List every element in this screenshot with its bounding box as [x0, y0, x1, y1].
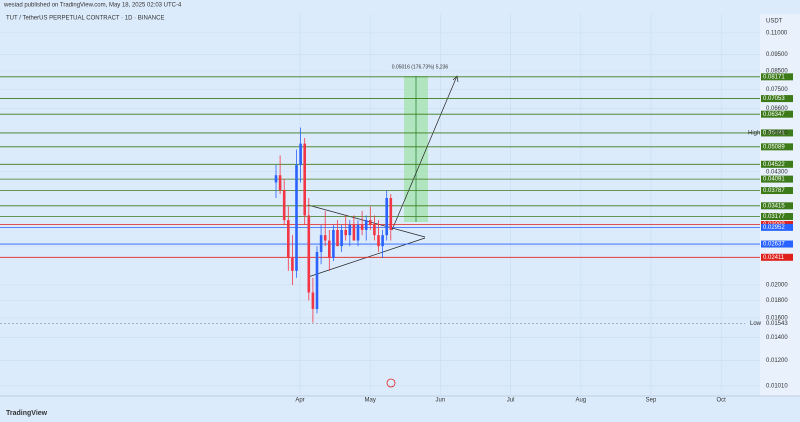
- level-label: 0.02411: [763, 255, 785, 261]
- y-tick-label: 0.01600: [766, 315, 788, 321]
- level-badge: [761, 223, 793, 231]
- candle-body: [319, 235, 323, 252]
- level-label: 0.03787: [763, 188, 785, 194]
- candle-body: [336, 229, 339, 247]
- high-label: High: [748, 130, 760, 136]
- level-badge: [761, 175, 793, 183]
- level-badge: [761, 73, 793, 81]
- candle-body: [385, 198, 388, 236]
- candle-body: [303, 143, 306, 216]
- level-label: 0.02952: [763, 225, 785, 231]
- brand: TradingView: [6, 410, 48, 417]
- candle-body: [364, 220, 368, 230]
- candle-body: [295, 165, 298, 271]
- candle-body: [352, 224, 356, 241]
- candle-body: [287, 220, 290, 258]
- measure-label: 0.05016 (176.73%) 5,236: [392, 64, 449, 70]
- x-tick-label: Jun: [436, 398, 446, 404]
- x-tick-label: Apr: [295, 398, 304, 404]
- candle-body: [360, 224, 364, 230]
- level-badge: [761, 253, 793, 261]
- level-label: 0.03177: [763, 214, 785, 220]
- high-value: 0.05600: [766, 130, 788, 136]
- y-tick-label: 0.02000: [766, 283, 788, 289]
- level-badge: [761, 202, 793, 210]
- grid: [0, 14, 760, 395]
- candle-body: [291, 257, 294, 271]
- candle-body: [323, 235, 327, 241]
- level-label: 0.08171: [763, 74, 785, 80]
- y-tick-label: 0.08500: [766, 69, 788, 75]
- x-tick-label: Aug: [575, 398, 586, 404]
- published-text: wesiad published on TradingView.com, May…: [3, 3, 182, 9]
- y-tick-label: 0.07500: [766, 87, 788, 93]
- level-badge: [761, 213, 793, 221]
- level-badge: [761, 129, 793, 137]
- level-label: 0.04522: [763, 162, 785, 168]
- y-tick-label: 0.01200: [766, 358, 788, 364]
- y-tick-label: 0.11000: [766, 30, 788, 36]
- y-tick-label: 0.04300: [766, 169, 788, 175]
- level-badge: [761, 160, 793, 168]
- candle-body: [315, 251, 319, 309]
- candle-body: [278, 175, 282, 191]
- candle-body: [340, 229, 343, 247]
- candle-body: [369, 220, 372, 225]
- level-label: 0.05591: [763, 131, 785, 137]
- candle-body: [307, 215, 311, 293]
- candle-body: [328, 240, 331, 258]
- event-icon: [386, 378, 396, 388]
- level-badge: [761, 95, 793, 103]
- level-badge: [761, 240, 793, 248]
- level-badge: [761, 187, 793, 195]
- level-label: 0.05089: [763, 144, 785, 150]
- level-label: 0.02637: [763, 242, 785, 248]
- candle-body: [282, 190, 286, 221]
- y-tick-label: 0.09500: [766, 52, 788, 58]
- candle-body: [381, 235, 384, 247]
- currency: USDT: [766, 19, 783, 25]
- x-tick-label: May: [365, 398, 376, 404]
- candle-body: [332, 229, 335, 258]
- symbol-text: TUT / TetherUS PERPETUAL CONTRACT · 1D ·…: [6, 16, 164, 22]
- candle-body: [373, 224, 376, 236]
- y-tick-label: 0.01800: [766, 298, 788, 304]
- candle-body: [299, 143, 302, 166]
- candle-body: [311, 292, 315, 309]
- level-label: 0.04091: [763, 177, 785, 183]
- x-tick-label: Oct: [717, 398, 727, 404]
- candle-body: [348, 224, 352, 236]
- y-tick-label: 0.06600: [766, 106, 788, 112]
- candle-body: [344, 229, 347, 236]
- low-label: Low: [750, 321, 762, 327]
- low-value: 0.01543: [766, 321, 788, 327]
- candle-body: [389, 198, 393, 230]
- candle-body: [377, 235, 380, 247]
- level-label: 0.03415: [763, 203, 785, 209]
- level-label: 0.07053: [763, 96, 785, 102]
- x-tick-label: Jul: [507, 398, 515, 404]
- candle-body: [356, 224, 360, 241]
- x-tick-label: Sep: [646, 398, 657, 404]
- level-badge: [761, 110, 793, 118]
- candle-body: [274, 175, 278, 183]
- y-tick-label: 0.01010: [766, 384, 788, 390]
- level-badge: [761, 143, 793, 151]
- level-label: 0.06347: [763, 112, 785, 118]
- y-tick-label: 0.01400: [766, 335, 788, 341]
